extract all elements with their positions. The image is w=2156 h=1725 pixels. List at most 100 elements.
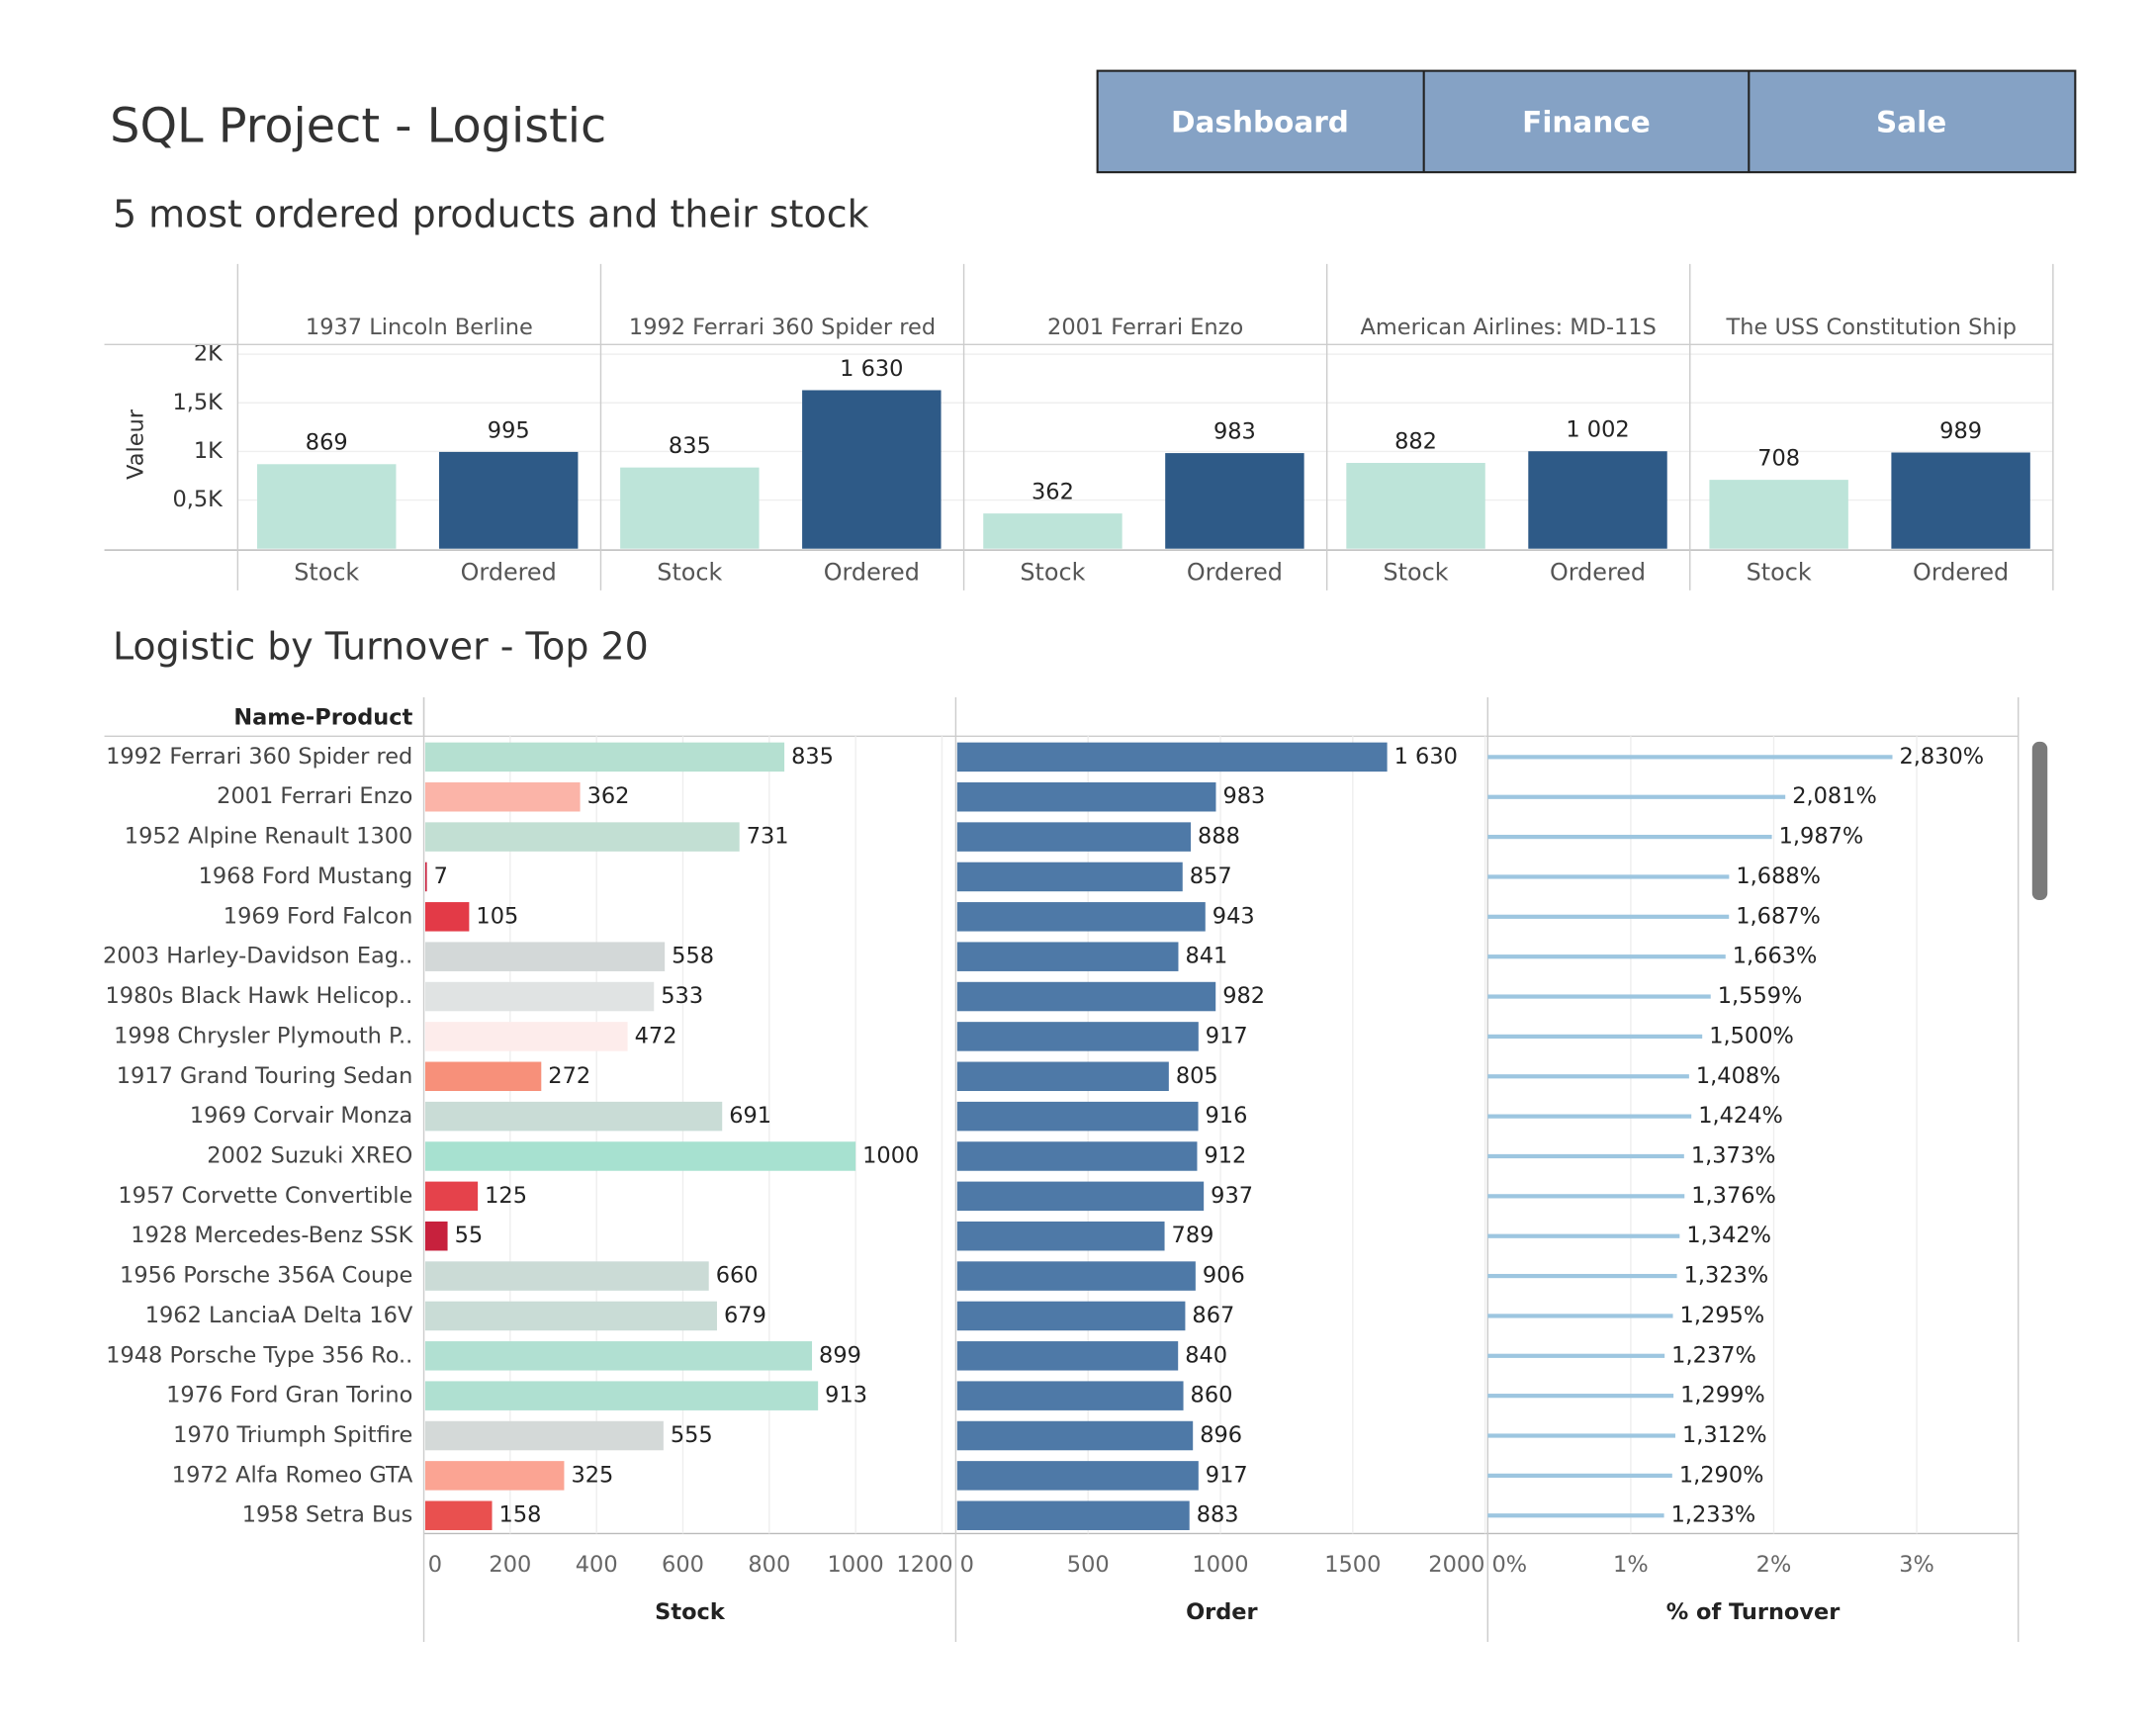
value-label: 913 [825,1383,867,1408]
x-tick-label: 1500 [1324,1552,1381,1578]
bar [1487,1153,1684,1159]
x-tick-label: 1000 [1192,1552,1248,1578]
value-label: 1,663% [1733,944,1818,969]
bar [424,1420,664,1451]
bar [424,1141,856,1171]
value-label: 691 [729,1103,771,1129]
bar [438,451,579,549]
bar [1487,994,1711,999]
x-tick-label: Stock [1384,559,1449,587]
bar [1528,451,1667,549]
value-label: 1,424% [1698,1103,1783,1129]
value-label: 1,500% [1709,1023,1794,1048]
chart-title: 5 most ordered products and their stock [113,193,869,236]
bar [424,1022,628,1051]
value-label: 1,373% [1691,1142,1776,1168]
bar [956,1301,1186,1331]
category-label: 1962 LanciaA Delta 16V [145,1303,413,1328]
bar [424,1181,479,1212]
value-label: 105 [476,903,518,929]
value-label: 835 [669,433,711,459]
bar [956,742,1388,772]
value-label: 906 [1203,1263,1245,1289]
value-label: 869 [306,430,348,456]
value-label: 558 [672,944,714,969]
category-label: 1992 Ferrari 360 Spider red [106,744,412,770]
bar [1487,755,1893,760]
value-label: 1,233% [1671,1502,1756,1528]
bar [956,1022,1199,1051]
value-label: 917 [1206,1462,1248,1488]
value-label: 983 [1213,419,1256,445]
bar [424,1461,565,1491]
bar [1487,954,1726,959]
x-tick-label: Stock [294,559,359,587]
bar [620,467,760,549]
value-label: 857 [1190,863,1232,889]
bar [956,1181,1205,1212]
category-label: 1958 Setra Bus [242,1502,413,1528]
category-label: 2002 Suzuki XREO [207,1142,412,1168]
value-label: 158 [499,1502,542,1528]
value-label: 1,687% [1736,903,1821,929]
category-label: 1957 Corvette Convertible [118,1183,412,1209]
category-label: 1998 Chrysler Plymouth P.. [114,1023,412,1048]
value-label: 912 [1204,1142,1246,1168]
x-tick-label: 1000 [828,1552,884,1578]
category-label: 1970 Triumph Spitfire [173,1422,412,1448]
value-label: 1,290% [1679,1462,1764,1488]
x-tick-label: 600 [662,1552,704,1578]
nav-button[interactable]: Finance [1522,105,1651,138]
value-label: 1000 [862,1142,919,1168]
bar [1487,1034,1703,1040]
bar [424,1221,448,1251]
panel-header: 1937 Lincoln Berline [306,315,533,340]
bar [1487,834,1772,840]
bar [802,390,942,549]
value-label: 1,237% [1671,1342,1756,1368]
value-label: 995 [488,417,530,443]
value-label: 325 [571,1462,613,1488]
category-label: 1972 Alfa Romeo GTA [172,1462,413,1488]
x-tick-label: Stock [1747,559,1812,587]
panel-header: 1992 Ferrari 360 Spider red [629,315,936,340]
value-label: 840 [1185,1342,1227,1368]
bar [424,1101,723,1132]
category-label: 1980s Black Hawk Helicop.. [106,983,413,1009]
page-title: SQL Project - Logistic [110,100,606,154]
value-label: 805 [1176,1063,1218,1089]
value-label: 1,987% [1779,824,1864,850]
value-label: 943 [1213,903,1255,929]
y-tick-label: 1K [194,438,224,464]
value-label: 917 [1206,1023,1248,1048]
bar [956,1500,1190,1530]
nav-button[interactable]: Dashboard [1171,105,1349,138]
scrollbar[interactable] [2031,741,2048,901]
nav-button[interactable]: Sale [1876,105,1946,138]
bar [1487,1433,1676,1438]
x-tick-label: 200 [489,1552,531,1578]
x-tick-label: 0 [428,1552,442,1578]
value-label: 841 [1185,944,1227,969]
bar [424,781,581,812]
bar [956,1461,1199,1491]
bar [1487,794,1786,799]
y-axis-label: Valeur [123,409,148,480]
value-label: 867 [1192,1303,1234,1328]
x-tick-label: 3% [1899,1552,1934,1578]
bar [956,1101,1199,1132]
value-label: 708 [1757,446,1800,472]
category-label: 1956 Porsche 356A Coupe [120,1263,412,1289]
x-axis-label: % of Turnover [1666,1599,1841,1625]
y-tick-label: 0,5K [172,487,224,512]
bar [1487,1194,1685,1199]
bar [956,1341,1179,1371]
bar [424,862,427,892]
value-label: 883 [1197,1502,1239,1528]
value-label: 660 [716,1263,759,1289]
x-tick-label: 0% [1491,1552,1527,1578]
category-label: 1969 Ford Falcon [224,903,413,929]
x-tick-label: Ordered [1550,559,1646,587]
bar [956,1141,1198,1171]
